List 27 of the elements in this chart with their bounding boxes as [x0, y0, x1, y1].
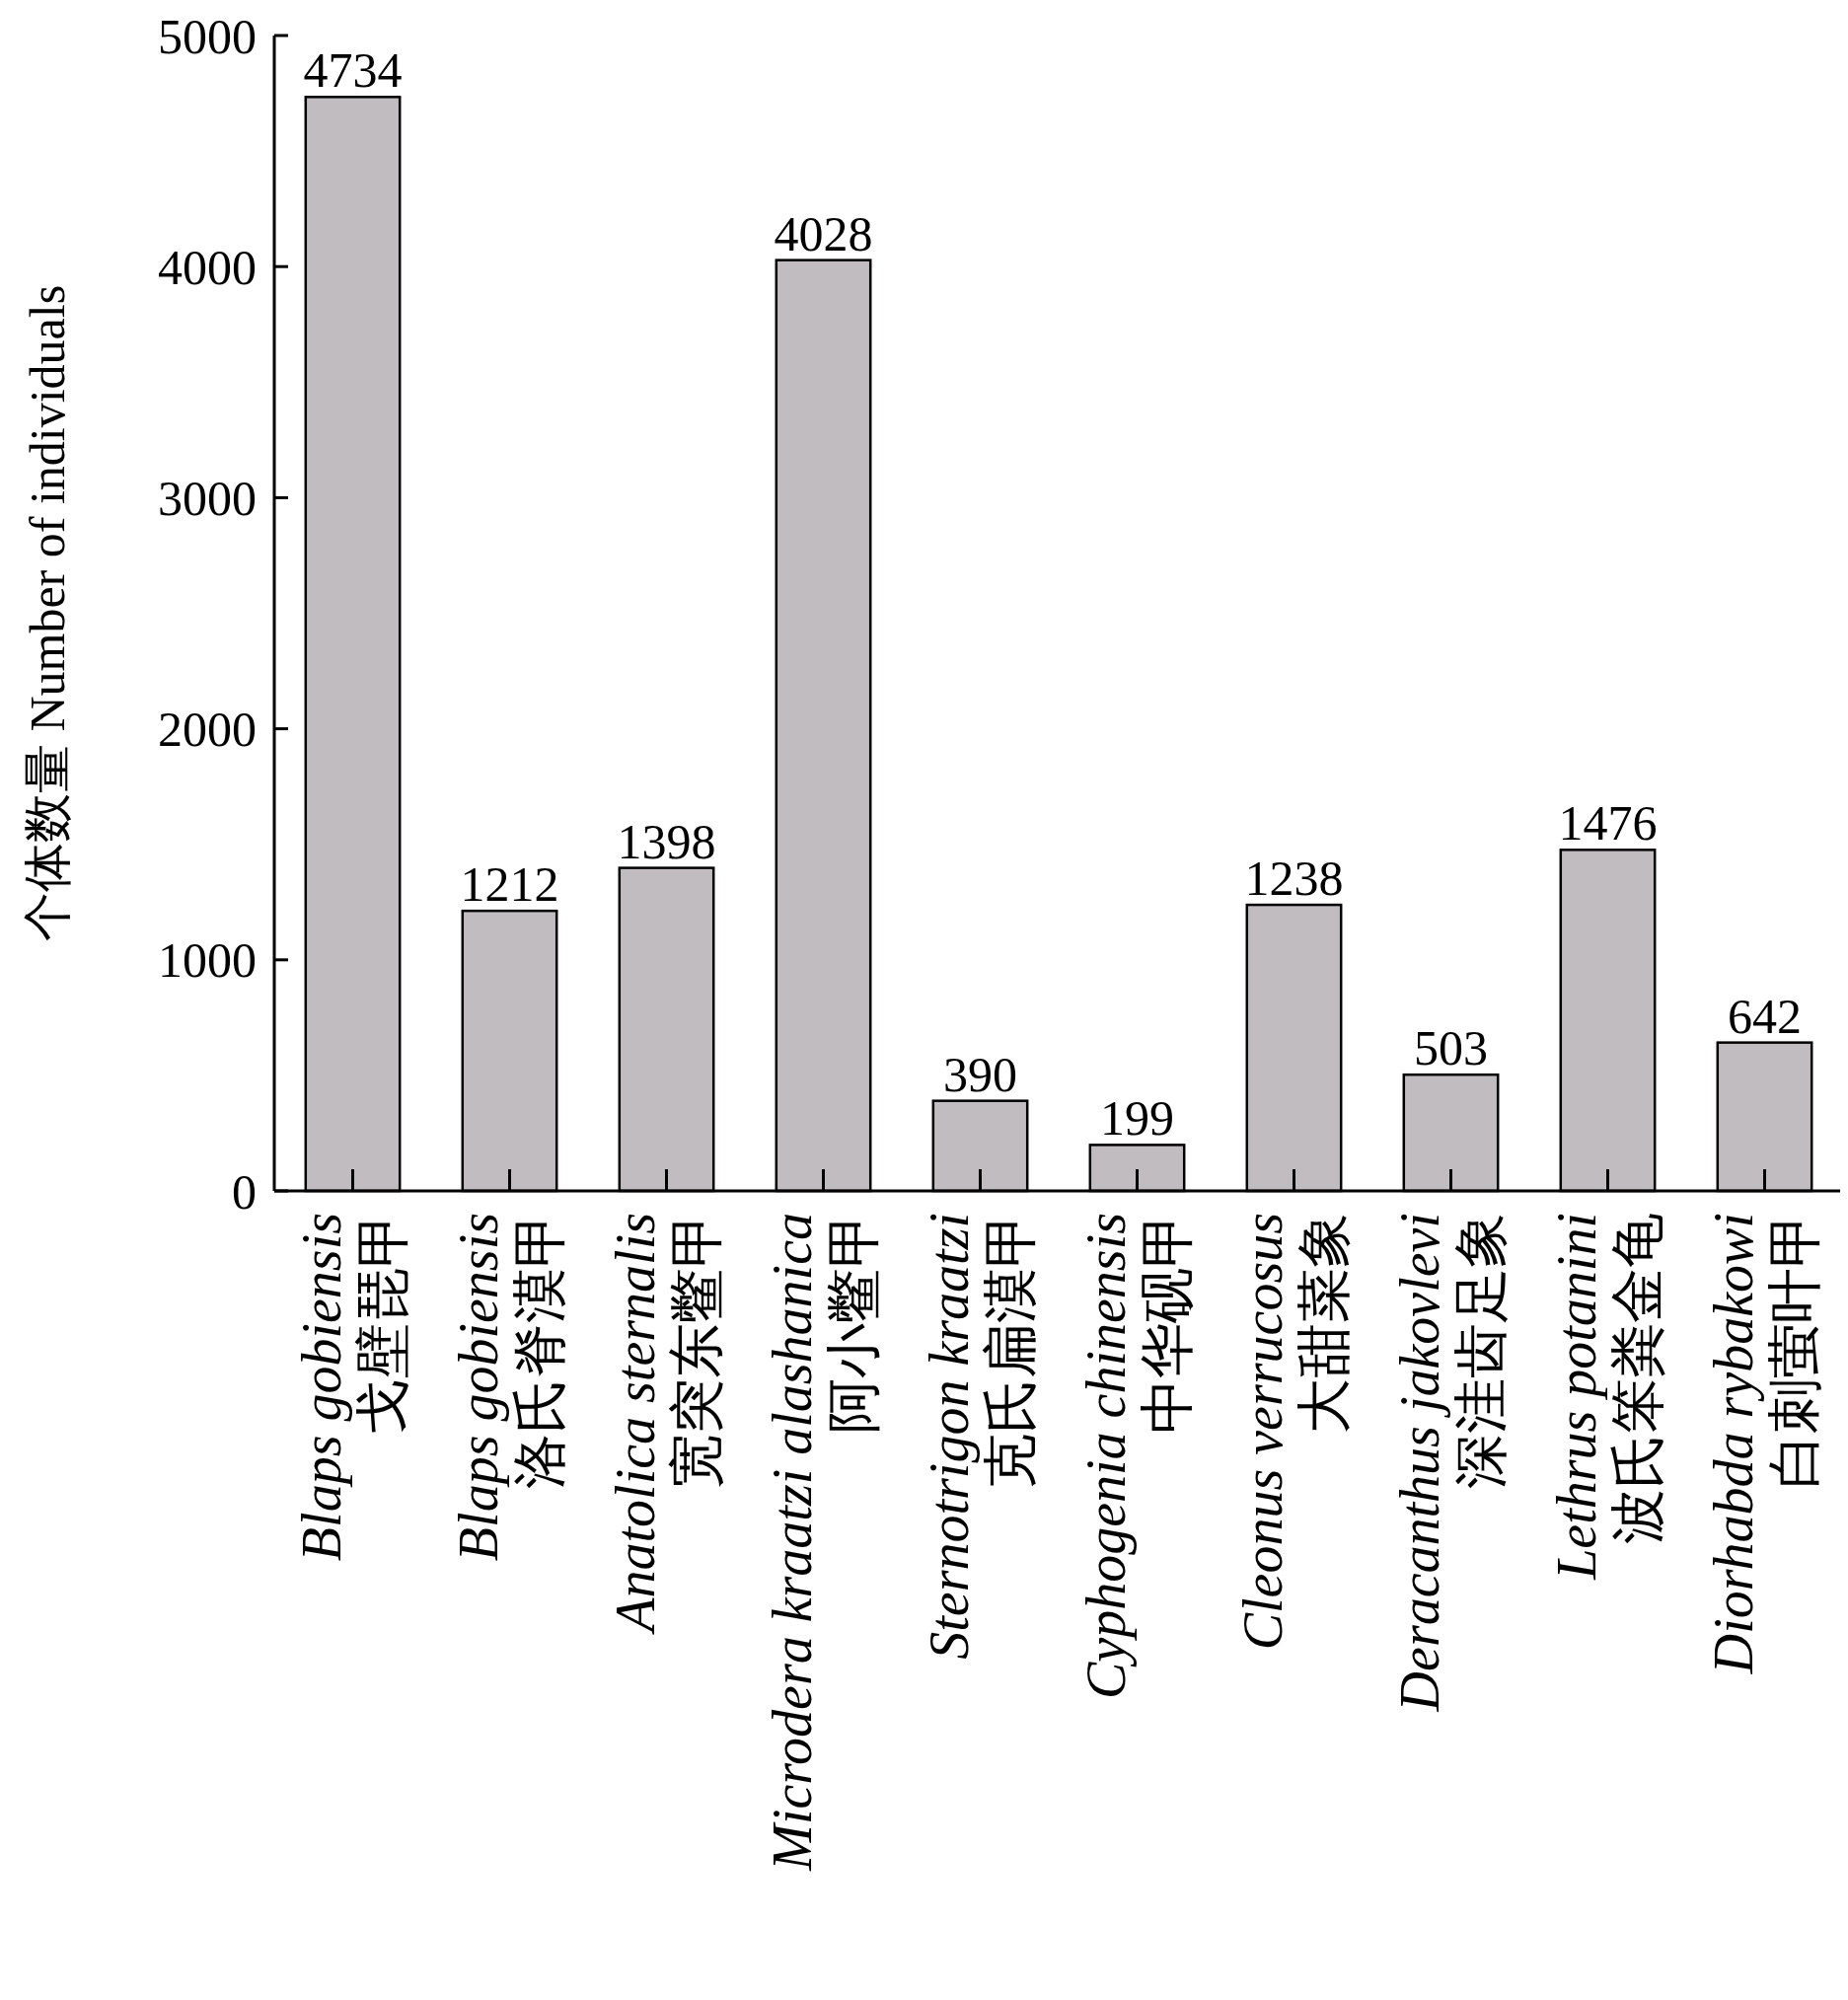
y-tick-label: 5000 — [158, 8, 257, 64]
y-tick-label: 2000 — [158, 702, 257, 758]
data-label: 1398 — [617, 813, 716, 869]
x-tick-label: Deracanthus jakovlevi 深洼齿足象 — [1388, 1213, 1512, 1713]
x-tick-label: Lethrus potanini 波氏笨粪金龟 — [1545, 1213, 1668, 1581]
data-label: 1212 — [460, 856, 559, 913]
data-label: 642 — [1728, 988, 1802, 1044]
data-label: 4734 — [303, 42, 403, 99]
x-tick-label: Blaps gobiensis 洛氏脊漠甲 — [447, 1213, 570, 1562]
x-tick-label: Diorhabda rybakowi 白刺萤叶甲 — [1702, 1213, 1825, 1675]
y-tick-label: 0 — [232, 1163, 257, 1220]
data-label: 4028 — [774, 205, 873, 261]
data-label: 503 — [1414, 1020, 1488, 1076]
x-tick-label: Anatolica sternalis 宽突东鳖甲 — [604, 1213, 727, 1636]
x-tick-label: Microdera kraatzi alashanica 阿小鳖甲 — [761, 1213, 884, 1872]
data-label: 1238 — [1244, 851, 1344, 907]
data-label: 199 — [1100, 1090, 1174, 1147]
data-label: 1476 — [1558, 795, 1658, 852]
y-tick-label: 1000 — [158, 932, 257, 989]
y-axis-title: 个体数量 Number of individuals — [20, 284, 75, 942]
x-tick-label: Sternotrigon kraatzi 克氏扁漠甲 — [918, 1213, 1041, 1660]
x-tick-label: Blaps gobiensis 戈壁琵甲 — [290, 1213, 413, 1562]
x-tick-label: Cleonus verrucosus 大甜菜象 — [1231, 1213, 1355, 1651]
x-tick-label: Cyphogenia chinensis 中华砚甲 — [1074, 1213, 1198, 1700]
data-label: 390 — [943, 1046, 1017, 1102]
y-tick-label: 3000 — [158, 470, 257, 526]
y-tick-label: 4000 — [158, 239, 257, 295]
